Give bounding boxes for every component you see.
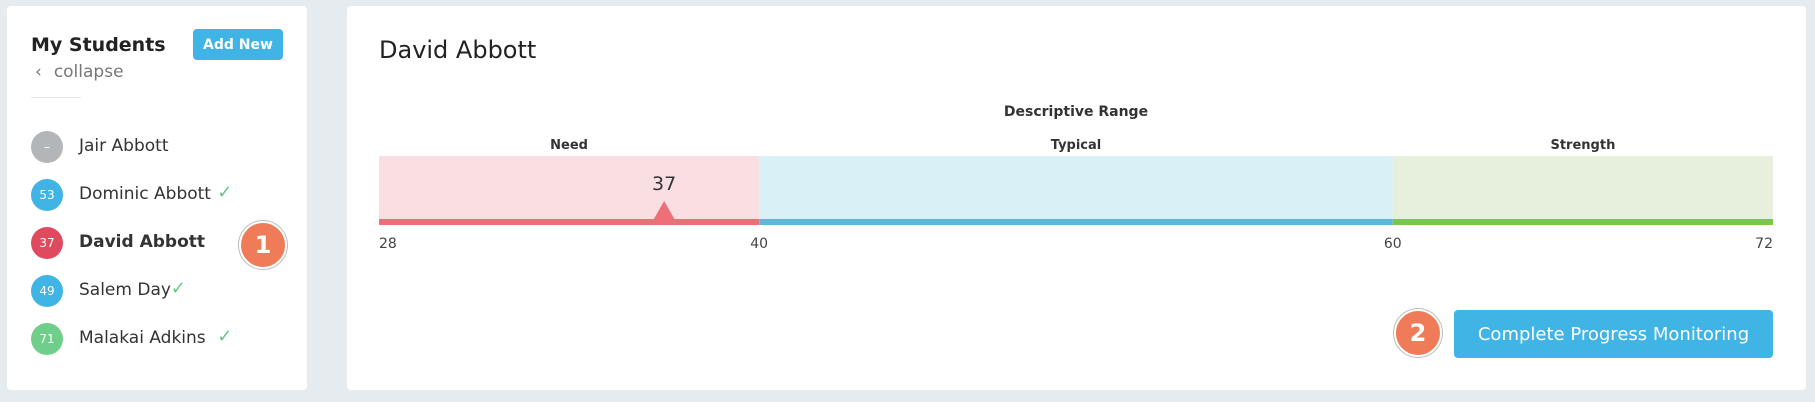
tick-label: 60 [1384, 236, 1402, 252]
callout: 2 [1394, 309, 1442, 357]
range-chart: Descriptive Range Need Typical Strength 28 4… [379, 104, 1773, 252]
divider [31, 97, 81, 98]
check-icon: ✓ [170, 278, 186, 299]
range-band [1392, 156, 1773, 225]
student-name[interactable]: Malakai Adkins [79, 328, 206, 348]
check-icon: ✓ [217, 182, 233, 203]
main-panel: David Abbott Descriptive Range Need Typic… [347, 6, 1806, 390]
student-badge: 37 [31, 227, 63, 259]
tick-label: 72 [1755, 236, 1773, 252]
student-badge: 71 [31, 323, 63, 355]
complete-progress-button[interactable]: Complete Progress Monitoring [1454, 310, 1773, 358]
student-badge: 49 [31, 275, 63, 307]
range-stripe [379, 219, 760, 225]
student-name[interactable]: David Abbott [79, 232, 206, 252]
student-badge: – [31, 131, 63, 163]
tick-label: 28 [379, 236, 397, 252]
band-label: Strength [1550, 138, 1615, 153]
sidebar: My Students Add New ‹ collapse – Jair Abbo… [7, 6, 307, 390]
score-marker [652, 201, 677, 222]
student-badge: 53 [31, 179, 63, 211]
student-name[interactable]: Jair Abbott [79, 136, 169, 156]
range-stripe [1392, 219, 1773, 225]
band-label: Typical [1051, 138, 1102, 153]
tick-label: 40 [750, 236, 768, 252]
band-label: Need [550, 138, 588, 153]
student-name: David Abbott [379, 36, 537, 64]
score-label: 37 [652, 173, 676, 195]
student-name[interactable]: Dominic Abbott [79, 184, 211, 204]
collapse-text: collapse [53, 62, 124, 82]
range-band [379, 156, 760, 225]
range-stripe [759, 219, 1393, 225]
range-band [759, 156, 1393, 225]
collapse-link[interactable]: ‹ collapse [35, 62, 124, 82]
callout: 1 [239, 221, 287, 269]
sidebar-title: My Students [31, 34, 166, 56]
check-icon: ✓ [217, 326, 233, 347]
range-title: Descriptive Range [1004, 104, 1148, 120]
student-name[interactable]: Salem Day [79, 280, 171, 300]
add-new-button[interactable]: Add New [193, 29, 283, 60]
